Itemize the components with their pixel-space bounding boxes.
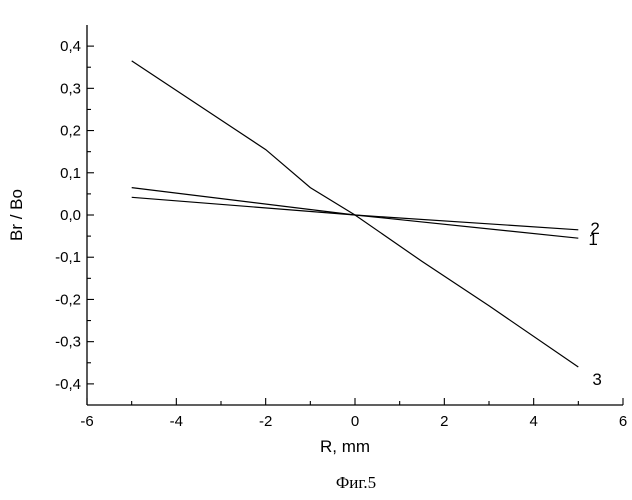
x-tick-label: 0 (351, 413, 359, 430)
y-tick-label: -0,3 (55, 334, 81, 351)
y-tick-label: 0,1 (60, 165, 81, 182)
y-axis-ticks: -0,4 -0,3 -0,2 -0,1 0,0 0,1 0,2 0,3 0,4 (55, 38, 94, 393)
y-tick-label: 0,4 (60, 38, 81, 55)
y-tick-label: 0,2 (60, 123, 81, 140)
series-label-2: 2 (590, 219, 599, 238)
y-axis-title: Br / Bo (7, 189, 26, 241)
y-tick-label: 0,0 (60, 207, 81, 224)
y-tick-label: -0,2 (55, 291, 81, 308)
x-tick-label: -4 (170, 413, 183, 430)
series-label-3: 3 (592, 370, 601, 389)
y-tick-label: -0,4 (55, 376, 81, 393)
y-tick-label: -0,1 (55, 249, 81, 266)
x-axis-title: R, mm (320, 437, 370, 456)
x-tick-label: -2 (259, 413, 272, 430)
series-line-2 (132, 197, 579, 230)
x-tick-label: -6 (80, 413, 93, 430)
series-group: 123 (132, 61, 602, 389)
figure-caption: Фиг.5 (336, 473, 376, 492)
x-tick-label: 2 (440, 413, 448, 430)
series-line-3 (132, 61, 579, 367)
x-tick-label: 6 (619, 413, 627, 430)
y-tick-label: 0,3 (60, 80, 81, 97)
x-tick-label: 4 (529, 413, 537, 430)
x-axis-ticks: -6 -4 -2 0 2 4 6 (80, 398, 627, 430)
series-line-1 (132, 188, 579, 239)
